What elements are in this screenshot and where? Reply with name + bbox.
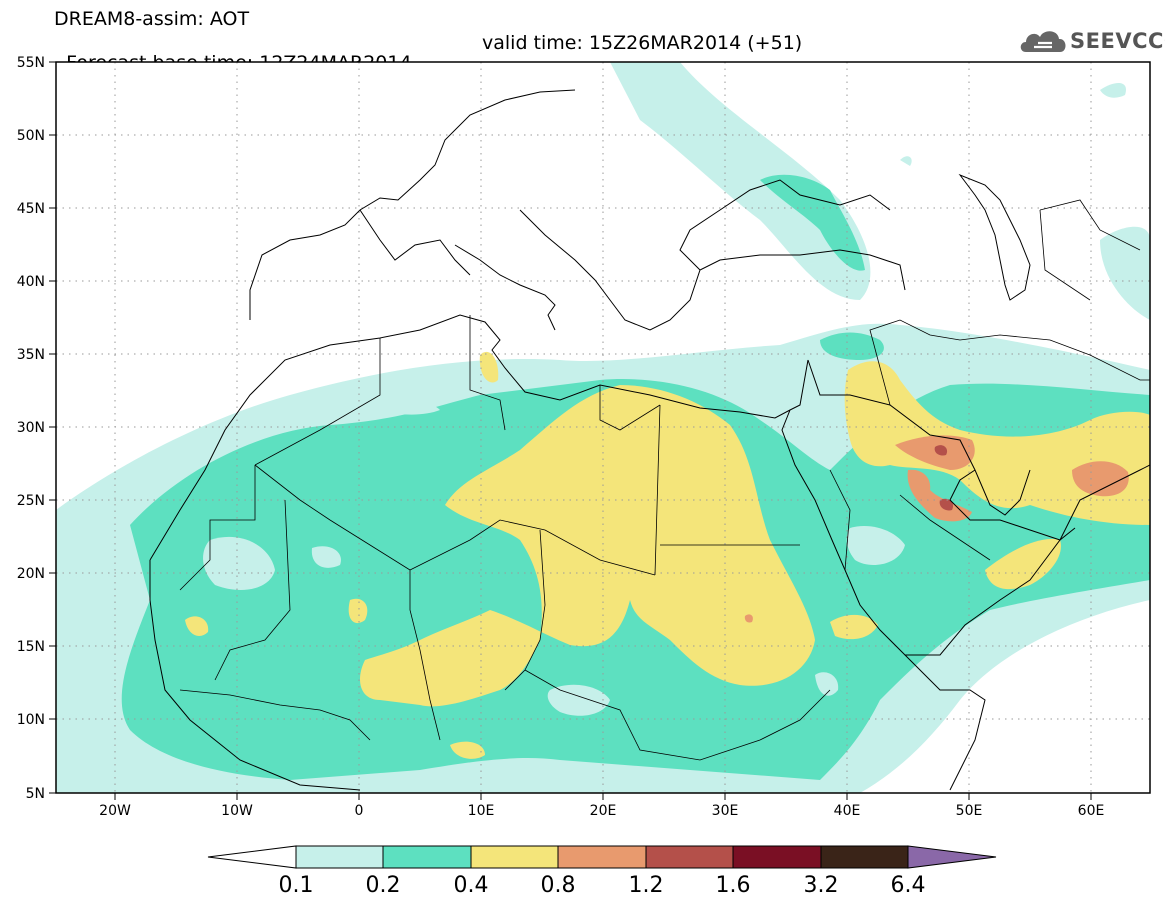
lon-label: 10E — [468, 803, 495, 819]
lat-label: 30N — [17, 420, 45, 436]
lon-label: 10W — [221, 803, 253, 819]
colorbar-label: 0.1 — [279, 873, 314, 898]
colorbar-swatch — [470, 845, 559, 869]
lon-label: 40E — [834, 803, 861, 819]
aot-0.8-band — [744, 435, 1129, 623]
lon-label: 50E — [956, 803, 983, 819]
lon-label: 0 — [355, 803, 364, 819]
colorbar-label: 0.2 — [366, 873, 401, 898]
colorbar-swatch — [382, 845, 472, 869]
lon-label: 20W — [99, 803, 131, 819]
colorbar-label: 0.4 — [454, 873, 489, 898]
seevccc-logo: SEEVCCC — [1018, 25, 1165, 57]
lon-labels: 20W 10W 0 10E 20E 30E 40E 50E 60E — [99, 803, 1104, 819]
colorbar-label: 3.2 — [804, 873, 839, 898]
colorbar-high-arrow — [907, 845, 997, 869]
lon-label: 20E — [590, 803, 617, 819]
colorbar-swatch — [732, 845, 822, 869]
map-grid — [56, 62, 1150, 793]
colorbar-label: 0.8 — [541, 873, 576, 898]
lat-label: 5N — [26, 786, 45, 802]
aot-lowspots — [203, 398, 905, 716]
valid-time: valid time: 15Z26MAR2014 (+51) — [482, 32, 803, 54]
lon-label: 60E — [1078, 803, 1105, 819]
aot-1.2-band — [934, 445, 954, 511]
country-borders — [179, 199, 1150, 761]
colorbar-low-arrow — [207, 845, 297, 869]
coastlines — [149, 89, 1150, 791]
logo-text: SEEVCCC — [1070, 29, 1165, 53]
colorbar-swatch — [645, 845, 734, 869]
lat-label: 40N — [17, 274, 45, 290]
lat-label: 25N — [17, 493, 45, 509]
colorbar-label: 1.2 — [629, 873, 664, 898]
colorbar-label: 1.6 — [716, 873, 751, 898]
aot-0.4-band — [185, 351, 1150, 759]
lat-labels: 55N 50N 45N 40N 35N 30N 25N 20N 15N 10N … — [17, 55, 45, 802]
lat-label: 35N — [17, 347, 45, 363]
colorbar-label: 6.4 — [891, 873, 926, 898]
cloud-logo-icon — [1020, 31, 1066, 52]
lat-label: 10N — [17, 712, 45, 728]
chart-title: DREAM8-assim: AOT — [54, 8, 250, 30]
colorbar-swatch — [557, 845, 647, 869]
lat-label: 20N — [17, 566, 45, 582]
colorbar — [207, 845, 997, 869]
lon-label: 30E — [712, 803, 739, 819]
tick-marks — [49, 61, 1092, 800]
lat-label: 50N — [17, 128, 45, 144]
colorbar-swatch — [820, 845, 909, 869]
lat-label: 55N — [17, 55, 45, 71]
lat-label: 45N — [17, 201, 45, 217]
lat-label: 15N — [17, 639, 45, 655]
colorbar-labels: 0.1 0.2 0.4 0.8 1.2 1.6 3.2 6.4 — [279, 873, 926, 898]
colorbar-swatch — [295, 845, 384, 869]
